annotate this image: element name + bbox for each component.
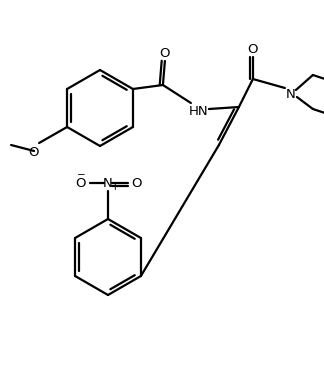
Text: N: N bbox=[103, 176, 113, 189]
Text: O: O bbox=[132, 176, 142, 189]
Text: O: O bbox=[160, 46, 170, 60]
Text: N: N bbox=[286, 87, 296, 100]
Text: −: − bbox=[76, 170, 86, 180]
Text: HN: HN bbox=[189, 105, 209, 118]
Text: O: O bbox=[248, 42, 258, 55]
Text: +: + bbox=[111, 182, 119, 192]
Text: O: O bbox=[28, 145, 38, 158]
Text: O: O bbox=[76, 176, 86, 189]
